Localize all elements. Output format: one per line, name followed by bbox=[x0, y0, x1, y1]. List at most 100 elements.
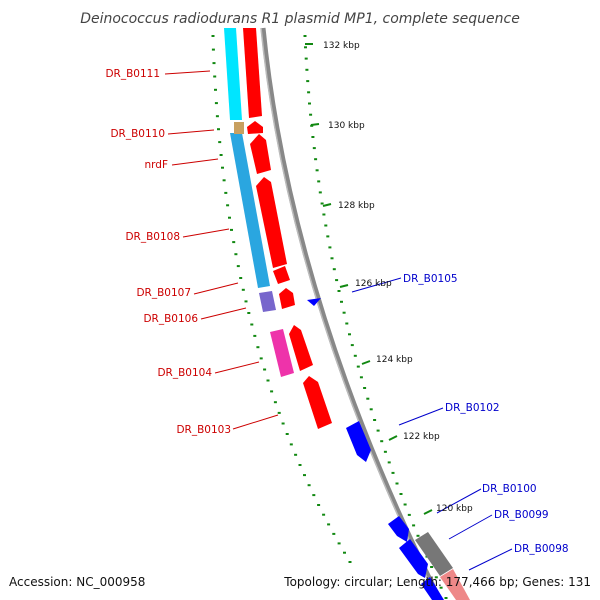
accession-text: Accession: NC_000958 bbox=[9, 575, 145, 589]
ring-dot bbox=[226, 204, 230, 207]
backbone bbox=[260, 27, 443, 600]
ring-dot bbox=[311, 136, 315, 138]
scale-label-130: 130 kbp bbox=[328, 121, 365, 131]
tick-122 bbox=[388, 435, 398, 441]
gene-arrow-dr-b0099[interactable] bbox=[399, 539, 428, 578]
ring-dot bbox=[214, 88, 217, 91]
ring-dot bbox=[303, 474, 306, 477]
gene-label-dr-b0103[interactable]: DR_B0103 bbox=[176, 424, 231, 436]
ring-dot bbox=[444, 597, 448, 599]
ring-dot bbox=[224, 191, 228, 194]
label-leaders bbox=[164, 70, 513, 571]
ring-dot bbox=[312, 147, 316, 150]
ring-dot bbox=[383, 450, 387, 453]
ring-dot bbox=[430, 566, 434, 568]
gene-label-dr-b0108[interactable]: DR_B0108 bbox=[125, 231, 180, 243]
ring-dot bbox=[217, 128, 220, 131]
ring-dot bbox=[304, 57, 308, 60]
ring-dot bbox=[376, 429, 380, 432]
cog-ring bbox=[224, 28, 294, 377]
ring-dot bbox=[342, 311, 346, 314]
ring-dot bbox=[345, 322, 349, 325]
tick-126 bbox=[339, 284, 349, 288]
ring-dot bbox=[369, 408, 373, 411]
ring-dot bbox=[305, 68, 309, 71]
leader-dr-b0100 bbox=[436, 488, 482, 514]
gene-label-dr-b0100[interactable]: DR_B0100 bbox=[482, 483, 537, 495]
ring-dot bbox=[332, 532, 336, 535]
ring-dot bbox=[256, 346, 260, 349]
map-title: Deinococcus radiodurans R1 plasmid MP1, … bbox=[80, 11, 520, 27]
ring-dot bbox=[332, 268, 336, 271]
ring-dot bbox=[312, 494, 316, 497]
ring-dot bbox=[407, 513, 411, 516]
ring-dot bbox=[214, 102, 218, 105]
gene-label-dr-b0110[interactable]: DR_B0110 bbox=[110, 128, 165, 140]
gene-arrow-dr-b0104[interactable] bbox=[289, 325, 313, 371]
ring-dot bbox=[253, 334, 257, 337]
scale-ticks bbox=[305, 43, 433, 515]
ring-dot bbox=[236, 265, 240, 268]
ring-dot bbox=[212, 62, 216, 65]
ring-dot bbox=[247, 312, 251, 314]
tick-128 bbox=[322, 203, 332, 207]
backbone-line bbox=[260, 27, 443, 600]
ring-dot bbox=[366, 397, 370, 400]
ring-dot bbox=[314, 158, 318, 161]
leader-dr-b0108 bbox=[182, 228, 230, 238]
gene-label-dr-b0105[interactable]: DR_B0105 bbox=[403, 273, 458, 285]
gene-label-dr-b0107[interactable]: DR_B0107 bbox=[136, 287, 191, 299]
gene-arrow-dr-b0105[interactable] bbox=[307, 298, 321, 306]
gene-arrow-dr-b0108[interactable] bbox=[256, 177, 287, 268]
ring-dot bbox=[356, 365, 360, 368]
ring-dot bbox=[317, 180, 321, 183]
ring-dot bbox=[294, 453, 298, 456]
ring-dot bbox=[391, 471, 395, 474]
gene-label-dr-b0106[interactable]: DR_B0106 bbox=[143, 313, 198, 325]
gene-label-dr-b0102[interactable]: DR_B0102 bbox=[445, 402, 500, 414]
ring-dot bbox=[322, 513, 326, 516]
leader-dr-b0098 bbox=[468, 548, 513, 571]
gene-label-dr-b0104[interactable]: DR_B0104 bbox=[157, 367, 212, 379]
forward-strand-genes bbox=[307, 298, 470, 600]
scale-label-120: 120 kbp bbox=[436, 504, 473, 514]
ring-dot bbox=[266, 379, 270, 382]
gene-arrow-dr-b0111[interactable] bbox=[243, 28, 262, 118]
ring-dot bbox=[395, 482, 399, 485]
ring-dot bbox=[309, 113, 313, 116]
gene-arrow-dr-b0102[interactable] bbox=[346, 421, 371, 462]
ring-dot bbox=[373, 419, 377, 421]
gene-label-nrdf[interactable]: nrdF bbox=[145, 159, 169, 171]
gene-label-dr-b0099[interactable]: DR_B0099 bbox=[494, 509, 549, 521]
gene-arrow-dr-b0107[interactable] bbox=[273, 266, 290, 284]
ring-dot bbox=[317, 504, 321, 506]
ring-dot bbox=[218, 141, 222, 144]
gene-label-dr-b0098[interactable]: DR_B0098 bbox=[514, 543, 569, 555]
ring-dot bbox=[234, 253, 238, 256]
ring-dot bbox=[219, 154, 223, 156]
scale-label-122: 122 kbp bbox=[403, 432, 440, 442]
cog-segment-cyan bbox=[224, 28, 242, 120]
gene-arrow-dr-b0103[interactable] bbox=[303, 376, 332, 429]
ring-dot bbox=[353, 354, 357, 357]
ring-dot bbox=[307, 484, 311, 487]
ring-dot bbox=[306, 80, 310, 83]
gene-arrow-dr-b0106[interactable] bbox=[279, 288, 295, 309]
tick-130 bbox=[310, 123, 320, 126]
gene-arrow-dr-b0098[interactable] bbox=[421, 577, 444, 600]
leader-dr-b0106 bbox=[200, 307, 247, 320]
ring-dot bbox=[304, 46, 307, 49]
summary-text: Topology: circular; Length: 177,466 bp; … bbox=[283, 575, 591, 589]
ring-dot bbox=[320, 202, 324, 205]
gene-label-dr-b0111[interactable]: DR_B0111 bbox=[105, 68, 160, 80]
ring-dot bbox=[322, 213, 326, 216]
ring-dot bbox=[303, 35, 307, 37]
gene-arrow-dr-b0110[interactable] bbox=[247, 121, 263, 134]
gene-arrow-dr-b0100[interactable] bbox=[388, 516, 409, 542]
ring-dot bbox=[263, 368, 267, 371]
ring-dot bbox=[399, 493, 403, 495]
gene-arrow-nrdf[interactable] bbox=[250, 134, 271, 174]
ring-dot bbox=[387, 461, 391, 464]
ring-dot bbox=[318, 191, 322, 194]
cog-segment-blue bbox=[230, 133, 270, 288]
